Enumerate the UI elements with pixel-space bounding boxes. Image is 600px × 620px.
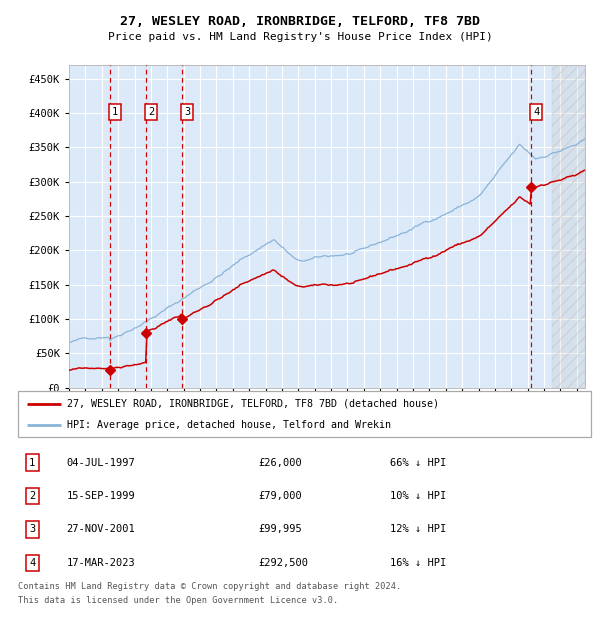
Text: 15-SEP-1999: 15-SEP-1999 (67, 491, 136, 501)
Text: 3: 3 (29, 525, 35, 534)
Text: 66% ↓ HPI: 66% ↓ HPI (391, 458, 446, 467)
Text: £26,000: £26,000 (259, 458, 302, 467)
Text: 27, WESLEY ROAD, IRONBRIDGE, TELFORD, TF8 7BD (detached house): 27, WESLEY ROAD, IRONBRIDGE, TELFORD, TF… (67, 399, 439, 409)
Text: 2: 2 (29, 491, 35, 501)
Text: 27, WESLEY ROAD, IRONBRIDGE, TELFORD, TF8 7BD: 27, WESLEY ROAD, IRONBRIDGE, TELFORD, TF… (120, 16, 480, 28)
Text: 10% ↓ HPI: 10% ↓ HPI (391, 491, 446, 501)
Text: 3: 3 (184, 107, 190, 117)
Text: £99,995: £99,995 (259, 525, 302, 534)
Text: 1: 1 (29, 458, 35, 467)
Text: 27-NOV-2001: 27-NOV-2001 (67, 525, 136, 534)
Text: 4: 4 (29, 558, 35, 568)
Text: 17-MAR-2023: 17-MAR-2023 (67, 558, 136, 568)
Text: 1: 1 (112, 107, 118, 117)
Text: This data is licensed under the Open Government Licence v3.0.: This data is licensed under the Open Gov… (18, 596, 338, 604)
Text: Contains HM Land Registry data © Crown copyright and database right 2024.: Contains HM Land Registry data © Crown c… (18, 582, 401, 591)
Text: 16% ↓ HPI: 16% ↓ HPI (391, 558, 446, 568)
Bar (552, 65, 585, 388)
Text: 4: 4 (533, 107, 539, 117)
Text: 2: 2 (148, 107, 154, 117)
Text: 04-JUL-1997: 04-JUL-1997 (67, 458, 136, 467)
Text: 12% ↓ HPI: 12% ↓ HPI (391, 525, 446, 534)
Text: £292,500: £292,500 (259, 558, 308, 568)
Text: HPI: Average price, detached house, Telford and Wrekin: HPI: Average price, detached house, Telf… (67, 420, 391, 430)
Text: Price paid vs. HM Land Registry's House Price Index (HPI): Price paid vs. HM Land Registry's House … (107, 32, 493, 42)
Text: £79,000: £79,000 (259, 491, 302, 501)
